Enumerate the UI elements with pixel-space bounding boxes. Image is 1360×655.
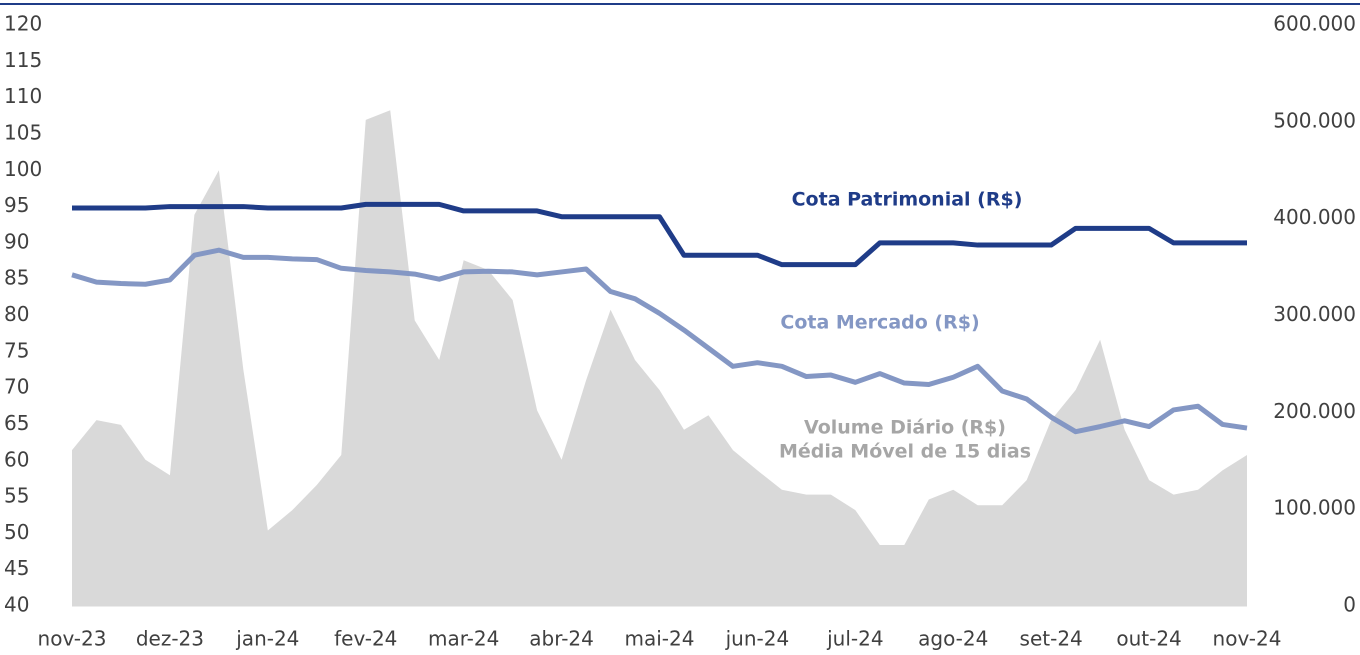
y-tick-label: 70 bbox=[4, 375, 29, 399]
y2-tick-label: 0 bbox=[1343, 593, 1356, 617]
y-tick-label: 115 bbox=[4, 48, 42, 72]
y2-tick-label: 300.000 bbox=[1273, 302, 1356, 326]
y-tick-label: 110 bbox=[4, 84, 42, 108]
line bbox=[71, 247, 1248, 435]
x-tick-label: jun-24 bbox=[725, 627, 790, 651]
area bbox=[72, 110, 1247, 607]
x-tick-label: dez-23 bbox=[136, 627, 204, 651]
y2-tick-label: 100.000 bbox=[1273, 496, 1356, 520]
y-tick-label: 95 bbox=[4, 193, 29, 217]
x-tick-label: mar-24 bbox=[428, 627, 499, 651]
y2-tick-label: 200.000 bbox=[1273, 399, 1356, 423]
annotation: Volume Diário (R$) bbox=[804, 417, 1006, 439]
x-tick-label: mai-24 bbox=[625, 627, 695, 651]
y-tick-label: 90 bbox=[4, 229, 29, 253]
x-tick-label: abr-24 bbox=[529, 627, 594, 651]
y-tick-label: 80 bbox=[4, 302, 29, 326]
y-tick-label: 40 bbox=[4, 593, 29, 617]
y2-tick-label: 400.000 bbox=[1273, 205, 1356, 229]
y-tick-label: 60 bbox=[4, 447, 29, 471]
y-tick-label: 75 bbox=[4, 338, 29, 362]
y-tick-label: 55 bbox=[4, 484, 29, 508]
x-tick-label: jan-24 bbox=[235, 627, 299, 651]
x-tick-label: nov-23 bbox=[38, 627, 107, 651]
y2-tick-label: 500.000 bbox=[1273, 108, 1356, 132]
x-tick-label: ago-24 bbox=[918, 627, 988, 651]
y-tick-label: 50 bbox=[4, 520, 29, 544]
y-tick-label: 45 bbox=[4, 556, 29, 580]
annotation: Cota Mercado (R$) bbox=[780, 312, 979, 334]
x-tick-label: out-24 bbox=[1116, 627, 1181, 651]
annotation: Média Móvel de 15 dias bbox=[779, 441, 1031, 463]
x-tick-label: nov-24 bbox=[1213, 627, 1282, 651]
plot bbox=[71, 110, 1248, 607]
line bbox=[72, 201, 1247, 268]
x-tick-label: set-24 bbox=[1020, 627, 1083, 651]
annotation: Cota Patrimonial (R$) bbox=[792, 189, 1023, 211]
y-tick-label: 65 bbox=[4, 411, 29, 435]
x-tick-label: jul-24 bbox=[826, 627, 883, 651]
y-tick-label: 120 bbox=[4, 12, 42, 36]
y-tick-label: 105 bbox=[4, 120, 42, 144]
y-tick-label: 100 bbox=[4, 157, 42, 181]
y2-tick-label: 600.000 bbox=[1273, 12, 1356, 36]
y-tick-label: 85 bbox=[4, 266, 29, 290]
x-tick-label: fev-24 bbox=[334, 627, 397, 651]
